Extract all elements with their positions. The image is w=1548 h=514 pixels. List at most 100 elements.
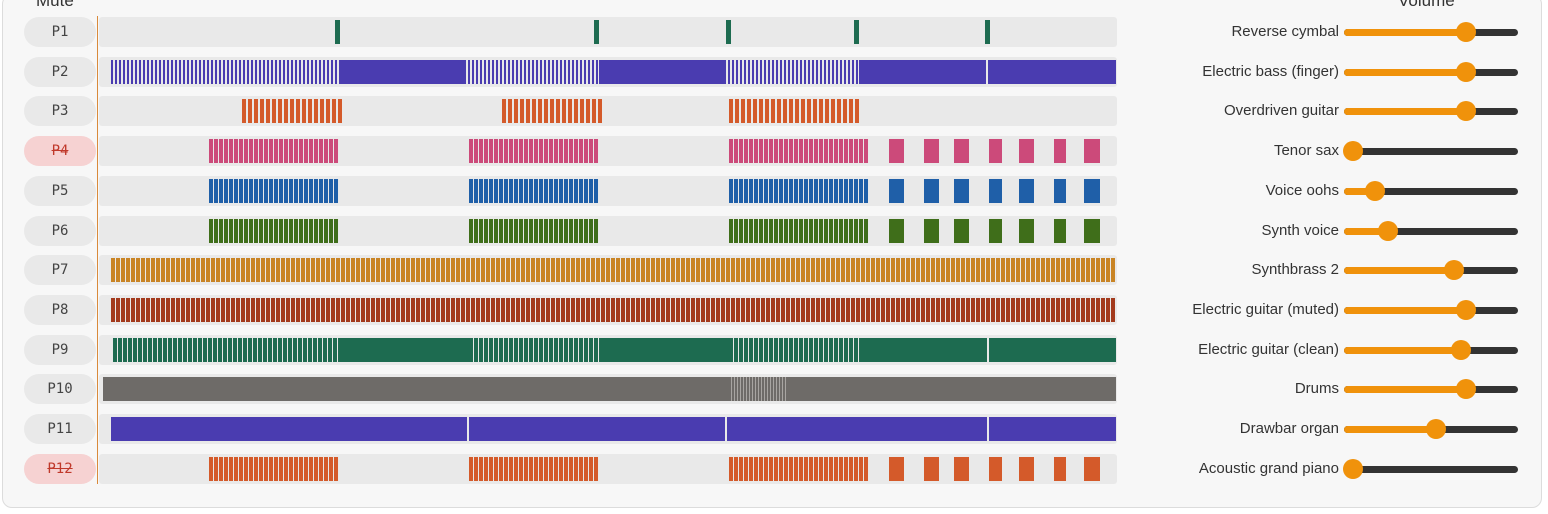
- mute-toggle-p2[interactable]: P2: [24, 57, 96, 87]
- track-lane-p9[interactable]: [99, 335, 1117, 365]
- note: [286, 258, 290, 282]
- note: [761, 377, 762, 401]
- note: [1036, 258, 1040, 282]
- volume-slider-p1[interactable]: [1344, 22, 1518, 42]
- track-lane-p4[interactable]: [99, 136, 1117, 166]
- note: [594, 179, 598, 203]
- note: [456, 298, 460, 322]
- note: [539, 219, 543, 243]
- note: [466, 258, 470, 282]
- note: [531, 258, 535, 282]
- note: [859, 338, 987, 362]
- track-lane-p11[interactable]: [99, 414, 1117, 444]
- note: [501, 258, 505, 282]
- note: [539, 457, 543, 481]
- slider-knob[interactable]: [1450, 340, 1471, 360]
- mute-toggle-p3[interactable]: P3: [24, 96, 96, 126]
- track-lane-p6[interactable]: [99, 216, 1117, 246]
- note: [861, 258, 865, 282]
- note: [195, 60, 197, 84]
- note: [589, 457, 593, 481]
- note: [786, 258, 790, 282]
- note: [924, 179, 939, 203]
- volume-slider-p2[interactable]: [1344, 62, 1518, 82]
- note: [534, 457, 538, 481]
- slider-knob[interactable]: [1455, 300, 1476, 320]
- note: [260, 99, 264, 123]
- mute-toggle-p11[interactable]: P11: [24, 414, 96, 444]
- note: [294, 179, 298, 203]
- note: [549, 338, 553, 362]
- mute-toggle-p5[interactable]: P5: [24, 176, 96, 206]
- volume-slider-p3[interactable]: [1344, 101, 1518, 121]
- volume-slider-p9[interactable]: [1344, 340, 1518, 360]
- note: [236, 298, 240, 322]
- track-lane-p5[interactable]: [99, 176, 1117, 206]
- track-lane-p12[interactable]: [99, 454, 1117, 484]
- track-lane-p7[interactable]: [99, 255, 1117, 285]
- note: [843, 99, 847, 123]
- mute-toggle-p12[interactable]: P12: [24, 454, 96, 484]
- note: [811, 298, 815, 322]
- volume-slider-p4[interactable]: [1342, 141, 1518, 161]
- track-lane-p2[interactable]: [99, 57, 1117, 87]
- volume-slider-p10[interactable]: [1344, 379, 1518, 399]
- slider-knob[interactable]: [1455, 101, 1476, 121]
- mute-toggle-p4[interactable]: P4: [24, 136, 96, 166]
- track-lane-p8[interactable]: [99, 295, 1117, 325]
- mute-toggle-p8[interactable]: P8: [24, 295, 96, 325]
- slider-knob[interactable]: [1443, 260, 1464, 280]
- note: [123, 60, 125, 84]
- note: [834, 139, 838, 163]
- note: [219, 219, 223, 243]
- note: [951, 258, 955, 282]
- playhead[interactable]: [97, 16, 98, 484]
- note: [226, 298, 230, 322]
- note: [219, 60, 221, 84]
- note: [329, 139, 333, 163]
- slider-knob[interactable]: [1455, 379, 1476, 399]
- slider-knob[interactable]: [1342, 459, 1363, 479]
- track-lane-p3[interactable]: [99, 96, 1117, 126]
- note: [754, 179, 758, 203]
- volume-slider-p8[interactable]: [1344, 300, 1518, 320]
- slider-knob[interactable]: [1455, 22, 1476, 42]
- note: [906, 258, 910, 282]
- note: [456, 258, 460, 282]
- mute-toggle-p1[interactable]: P1: [24, 17, 96, 47]
- volume-slider-p11[interactable]: [1344, 419, 1518, 439]
- note: [819, 338, 823, 362]
- slider-rail: [1344, 466, 1518, 473]
- note: [846, 298, 850, 322]
- slider-knob[interactable]: [1455, 62, 1476, 82]
- mute-toggle-p7[interactable]: P7: [24, 255, 96, 285]
- track-lane-p1[interactable]: [99, 17, 1117, 47]
- slider-knob[interactable]: [1426, 419, 1447, 439]
- mute-toggle-p9[interactable]: P9: [24, 335, 96, 365]
- note: [314, 179, 318, 203]
- track-lane-p10[interactable]: [99, 374, 1117, 404]
- note: [329, 179, 333, 203]
- note: [334, 457, 338, 481]
- note: [421, 258, 425, 282]
- volume-slider-p6[interactable]: [1344, 221, 1518, 241]
- note: [768, 60, 770, 84]
- volume-slider-p12[interactable]: [1342, 459, 1518, 479]
- note: [826, 258, 830, 282]
- mute-toggle-p6[interactable]: P6: [24, 216, 96, 246]
- slider-knob[interactable]: [1342, 141, 1363, 161]
- note: [254, 179, 258, 203]
- note: [559, 219, 563, 243]
- note: [849, 457, 853, 481]
- note: [821, 258, 825, 282]
- slider-knob[interactable]: [1377, 221, 1398, 241]
- note: [504, 338, 508, 362]
- slider-knob[interactable]: [1365, 181, 1386, 201]
- volume-slider-p7[interactable]: [1344, 260, 1518, 280]
- mute-toggle-p10[interactable]: P10: [24, 374, 96, 404]
- note: [747, 99, 751, 123]
- note: [586, 258, 590, 282]
- note: [569, 338, 573, 362]
- note: [753, 99, 757, 123]
- volume-slider-p5[interactable]: [1344, 181, 1518, 201]
